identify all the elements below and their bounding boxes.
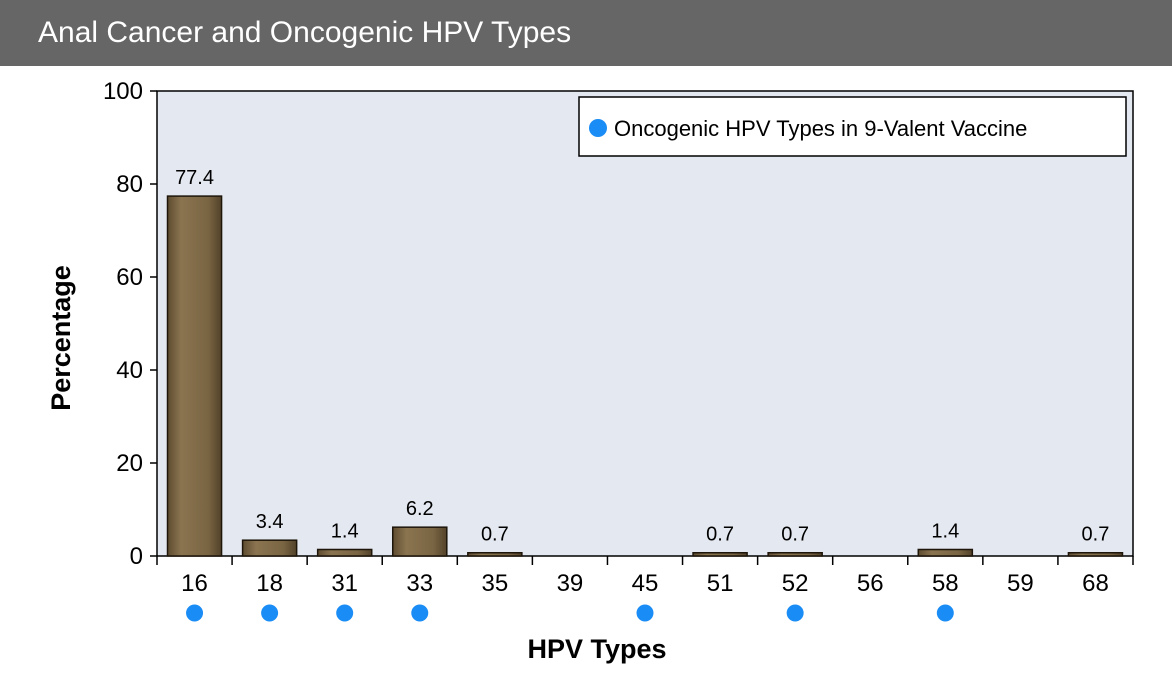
data-label-68: 0.7	[1082, 524, 1110, 546]
data-label-58: 1.4	[931, 520, 959, 542]
legend: Oncogenic HPV Types in 9-Valent Vaccine	[578, 96, 1127, 157]
data-label-51: 0.7	[706, 524, 734, 546]
title-bar: Anal Cancer and Oncogenic HPV Types	[0, 0, 1172, 66]
x-tick-label-39: 39	[557, 570, 584, 597]
legend-marker-icon	[589, 119, 607, 137]
x-tick-label-31: 31	[331, 570, 358, 597]
x-tick-label-45: 45	[632, 570, 659, 597]
bar-68	[1067, 551, 1124, 557]
x-tick-label-68: 68	[1082, 570, 1109, 597]
page-title: Anal Cancer and Oncogenic HPV Types	[38, 16, 572, 49]
x-tick-label-56: 56	[857, 570, 884, 597]
data-label-52: 0.7	[781, 524, 809, 546]
x-tick-label-51: 51	[707, 570, 734, 597]
plot-area	[156, 90, 1134, 557]
vaccine-marker-58	[936, 604, 954, 622]
data-label-33: 6.2	[406, 498, 434, 520]
data-label-16: 77.4	[175, 167, 214, 189]
bar-52	[767, 551, 823, 557]
y-tick-label: 0	[130, 543, 143, 570]
vaccine-marker-31	[336, 604, 354, 622]
bar-16	[166, 195, 223, 557]
vaccine-marker-18	[261, 604, 279, 622]
legend-label: Oncogenic HPV Types in 9-Valent Vaccine	[614, 116, 1027, 141]
bar-51	[692, 551, 748, 557]
data-label-18: 3.4	[256, 511, 284, 533]
y-axis-title: Percentage	[46, 265, 76, 411]
y-tick-label: 20	[116, 450, 143, 477]
data-label-31: 1.4	[331, 520, 359, 542]
vaccine-marker-33	[411, 604, 429, 622]
bar-33	[391, 526, 448, 557]
bar-18	[241, 539, 298, 557]
y-tick-label: 40	[116, 357, 143, 384]
x-tick-label-16: 16	[181, 570, 208, 597]
x-tick-label-18: 18	[256, 570, 283, 597]
legend-box	[578, 96, 1127, 157]
data-label-35: 0.7	[481, 524, 509, 546]
vaccine-marker-52	[786, 604, 804, 622]
y-tick-label: 80	[116, 171, 143, 198]
vaccine-marker-45	[636, 604, 654, 622]
x-tick-label-33: 33	[406, 570, 433, 597]
x-tick-label-52: 52	[782, 570, 809, 597]
bar-31	[316, 548, 373, 557]
x-axis-title: HPV Types	[527, 634, 666, 664]
y-tick-label: 60	[116, 264, 143, 291]
x-tick-label-58: 58	[932, 570, 959, 597]
x-tick-label-35: 35	[481, 570, 508, 597]
vaccine-marker-16	[186, 604, 204, 622]
bar-58	[917, 548, 974, 557]
bar-35	[467, 551, 523, 557]
x-tick-label-59: 59	[1007, 570, 1034, 597]
y-tick-label: 100	[103, 78, 143, 105]
